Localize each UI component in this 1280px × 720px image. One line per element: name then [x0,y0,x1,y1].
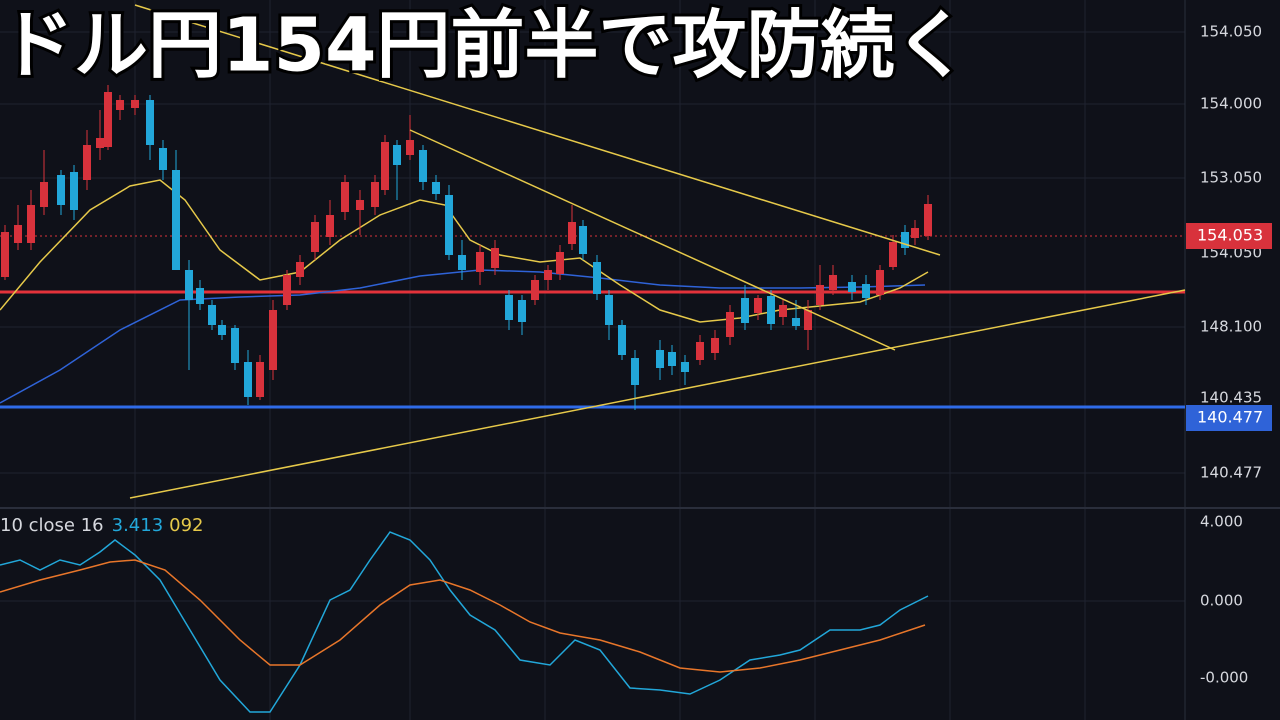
oscillator-label: 0.000 [1200,592,1243,610]
price-label: 153.050 [1200,169,1262,187]
candles [1,92,932,397]
oscillator-label: -0.000 [1200,669,1248,687]
price-label: 140.435 [1200,389,1262,407]
oscillator-label: 4.000 [1200,513,1243,531]
grid [0,0,1185,720]
indicator-value: 092 [169,515,203,536]
price-tag: 140.477 [1197,408,1263,427]
headline: ドル円154円前半で攻防続く [0,3,968,89]
price-label: 154.000 [1200,95,1262,113]
price-tag-box [1186,223,1272,249]
price-tag: 154.053 [1197,226,1263,245]
indicator-legend: 10 close 16 3.413 092 [0,515,204,536]
indicator-label: 10 close 16 [0,515,104,536]
oscillator-slow [0,559,926,673]
price-label: 148.100 [1200,318,1262,336]
price-tag-box [1186,405,1272,431]
trend-lines [129,4,1186,499]
indicator-value: 3.413 [112,515,164,536]
oscillator-fast [0,531,929,713]
price-label: 140.477 [1200,464,1262,482]
price-label: 154.050 [1200,23,1262,41]
